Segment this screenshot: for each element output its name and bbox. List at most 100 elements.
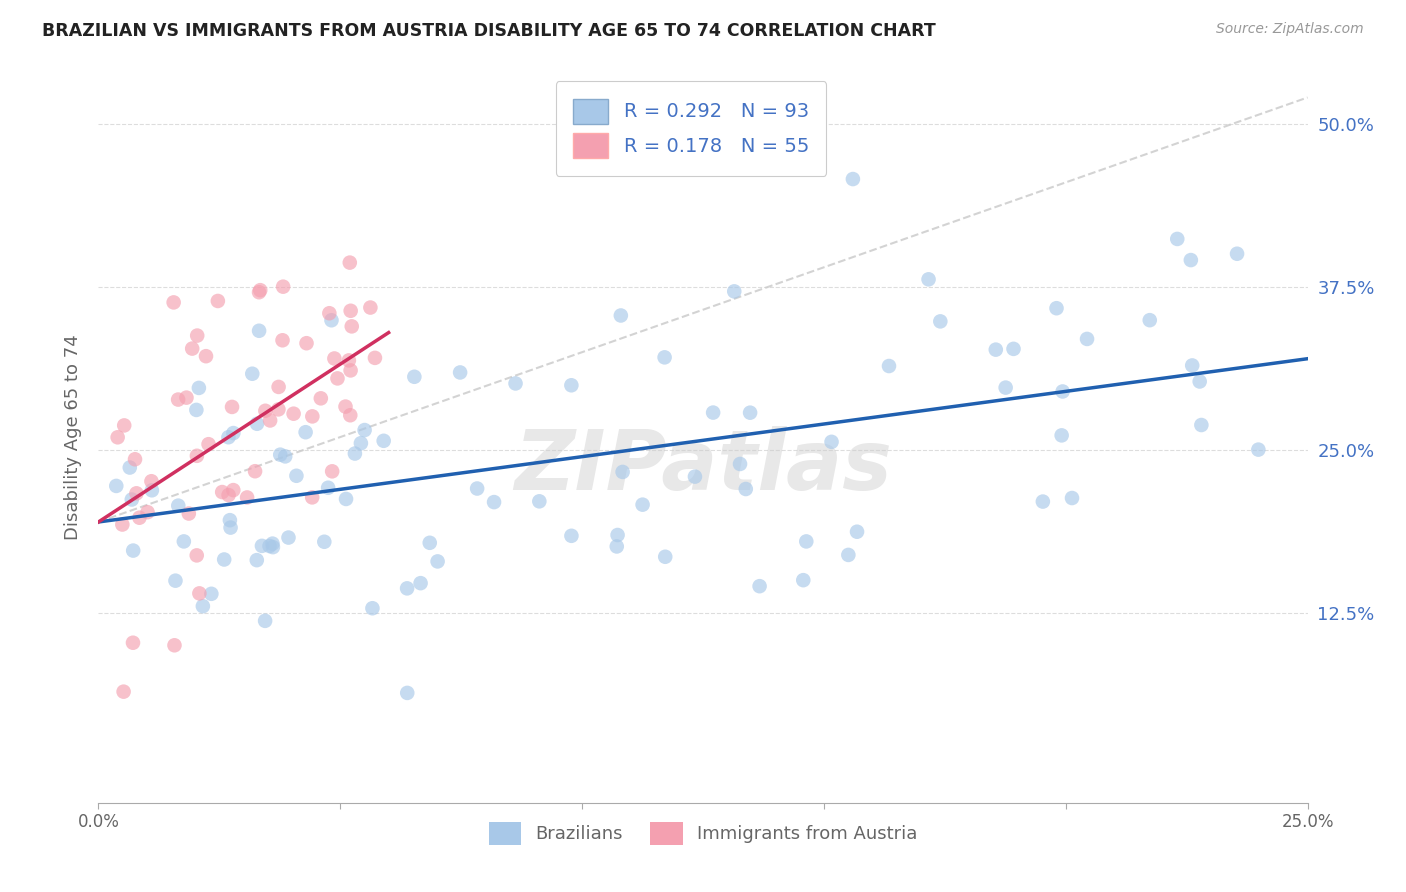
Point [335, 400, 357, 414]
Point [295, 336, 318, 351]
Text: Source: ZipAtlas.com: Source: ZipAtlas.com [1216, 22, 1364, 37]
Point [1188, 375, 1211, 389]
Point [1139, 313, 1161, 327]
Point [271, 279, 294, 293]
Point [449, 366, 471, 380]
Point [207, 293, 229, 308]
Point [314, 534, 336, 549]
Point [353, 423, 375, 437]
Point [339, 255, 361, 269]
Point [335, 491, 357, 506]
Point [359, 301, 381, 315]
Point [141, 483, 163, 498]
Point [186, 549, 208, 563]
Point [167, 392, 190, 407]
Point [339, 303, 361, 318]
Point [259, 413, 281, 427]
Point [1052, 384, 1074, 399]
Point [222, 426, 245, 441]
Point [610, 309, 633, 323]
Point [246, 553, 269, 567]
Point [243, 464, 266, 478]
Point [240, 367, 263, 381]
Point [294, 425, 316, 440]
Point [177, 507, 200, 521]
Point [236, 491, 259, 505]
Point [124, 452, 146, 467]
Point [195, 349, 218, 363]
Point [118, 460, 141, 475]
Point [373, 434, 395, 448]
Point [1180, 253, 1202, 268]
Point [326, 371, 349, 385]
Point [167, 499, 190, 513]
Point [683, 469, 706, 483]
Point [309, 392, 332, 406]
Point [419, 536, 441, 550]
Point [217, 430, 239, 444]
Point [186, 449, 208, 463]
Point [277, 531, 299, 545]
Point [1045, 301, 1067, 316]
Text: BRAZILIAN VS IMMIGRANTS FROM AUSTRIA DISABILITY AGE 65 TO 74 CORRELATION CHART: BRAZILIAN VS IMMIGRANTS FROM AUSTRIA DIS… [42, 22, 936, 40]
Point [740, 406, 762, 420]
Point [1189, 417, 1212, 432]
Point [259, 539, 281, 553]
Point [301, 409, 323, 424]
Point [262, 540, 284, 554]
Point [723, 285, 745, 299]
Point [128, 510, 150, 524]
Point [612, 465, 634, 479]
Point [343, 446, 366, 460]
Point [316, 481, 339, 495]
Point [606, 528, 628, 542]
Point [165, 574, 187, 588]
Point [271, 333, 294, 347]
Point [465, 482, 488, 496]
Point [262, 536, 284, 550]
Point [994, 381, 1017, 395]
Point [654, 549, 676, 564]
Point [337, 353, 360, 368]
Point [254, 614, 277, 628]
Point [702, 406, 724, 420]
Point [1181, 359, 1204, 373]
Point [247, 324, 270, 338]
Point [846, 524, 869, 539]
Point [340, 319, 363, 334]
Point [249, 283, 271, 297]
Point [929, 314, 952, 328]
Point [794, 534, 817, 549]
Point [792, 573, 814, 587]
Point [1166, 232, 1188, 246]
Point [112, 418, 135, 433]
Point [404, 369, 426, 384]
Point [269, 448, 291, 462]
Point [820, 434, 842, 449]
Text: ZIPatlas: ZIPatlas [515, 425, 891, 507]
Point [631, 498, 654, 512]
Point [1247, 442, 1270, 457]
Point [748, 579, 770, 593]
Point [877, 359, 900, 373]
Point [250, 539, 273, 553]
Point [246, 417, 269, 431]
Point [218, 488, 240, 502]
Point [186, 403, 208, 417]
Point [482, 495, 505, 509]
Point [560, 378, 582, 392]
Point [221, 400, 243, 414]
Point [426, 554, 449, 568]
Point [222, 483, 245, 497]
Point [125, 486, 148, 500]
Point [396, 686, 419, 700]
Point [318, 306, 340, 320]
Point [283, 407, 305, 421]
Point [409, 576, 432, 591]
Legend: Brazilians, Immigrants from Austria: Brazilians, Immigrants from Austria [474, 807, 932, 860]
Point [163, 295, 186, 310]
Point [181, 342, 204, 356]
Point [285, 468, 308, 483]
Point [1226, 246, 1249, 260]
Point [267, 402, 290, 417]
